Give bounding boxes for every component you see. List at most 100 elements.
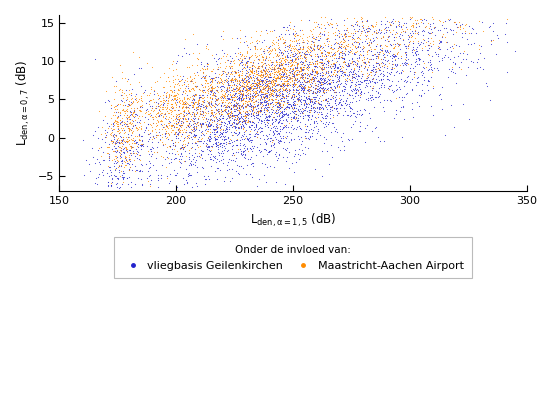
Point xyxy=(261,93,270,99)
Point xyxy=(170,99,179,106)
Point xyxy=(348,57,357,64)
Point xyxy=(130,71,139,77)
Point xyxy=(265,104,274,110)
Point xyxy=(320,71,329,77)
Point xyxy=(258,54,267,60)
Point xyxy=(384,76,392,82)
Point xyxy=(194,153,203,159)
Point xyxy=(235,62,243,68)
Point xyxy=(341,78,350,84)
Point xyxy=(245,84,254,90)
Point xyxy=(145,90,154,96)
Point xyxy=(251,90,260,97)
Point xyxy=(290,81,299,87)
Point xyxy=(328,57,337,63)
Point xyxy=(315,62,324,69)
Point xyxy=(120,109,129,116)
Point xyxy=(274,151,283,157)
Point xyxy=(277,61,285,67)
Point xyxy=(314,125,322,132)
Point xyxy=(309,26,318,33)
Point xyxy=(258,132,267,138)
Point xyxy=(307,132,316,139)
Point xyxy=(303,37,312,43)
Point xyxy=(237,151,246,158)
Point xyxy=(289,153,298,159)
Point xyxy=(311,82,320,88)
Point xyxy=(295,44,304,51)
Point xyxy=(196,124,205,130)
Point xyxy=(263,151,272,157)
Point xyxy=(241,117,250,123)
Point xyxy=(320,22,328,28)
Point xyxy=(311,118,320,124)
Point xyxy=(364,58,373,64)
Point xyxy=(136,92,145,99)
Point xyxy=(182,64,191,70)
Point xyxy=(302,125,311,132)
Point xyxy=(261,107,270,114)
Point xyxy=(243,68,252,74)
Point xyxy=(312,81,321,88)
Point xyxy=(123,148,132,154)
Point xyxy=(108,73,116,80)
Point xyxy=(118,75,126,81)
Point xyxy=(273,65,282,72)
Point xyxy=(375,49,384,55)
Point xyxy=(322,79,331,85)
Point xyxy=(280,86,289,92)
Point xyxy=(206,86,215,93)
Point xyxy=(270,47,279,53)
Point xyxy=(348,40,357,46)
Point xyxy=(257,125,266,131)
Point xyxy=(236,163,245,169)
Point xyxy=(282,93,291,99)
Point xyxy=(322,70,331,77)
Point xyxy=(332,32,341,39)
Point xyxy=(198,121,206,127)
Point xyxy=(354,84,363,90)
Point xyxy=(229,132,237,138)
Point xyxy=(247,81,256,88)
Point xyxy=(211,96,220,103)
Point xyxy=(205,132,214,139)
Point xyxy=(107,182,115,188)
Point xyxy=(282,104,290,110)
Point xyxy=(274,81,283,88)
Point xyxy=(195,97,204,103)
Point xyxy=(284,68,293,75)
Point xyxy=(359,43,368,49)
Point xyxy=(124,125,133,131)
Point xyxy=(166,171,175,177)
Point xyxy=(199,73,208,79)
Point xyxy=(243,86,252,93)
Point xyxy=(205,143,214,149)
Point xyxy=(279,154,288,160)
Point xyxy=(203,128,212,134)
Point xyxy=(300,54,309,60)
Point xyxy=(227,96,236,103)
Point xyxy=(265,149,274,155)
Point xyxy=(208,68,216,75)
Point xyxy=(262,76,271,82)
Point xyxy=(267,48,275,54)
Point xyxy=(269,141,278,147)
Point xyxy=(253,112,262,119)
Point xyxy=(293,39,301,46)
Point xyxy=(251,80,259,86)
Point xyxy=(217,142,226,149)
Point xyxy=(118,89,126,95)
Point xyxy=(324,41,333,48)
Point xyxy=(308,69,317,75)
Point xyxy=(242,53,251,59)
Point xyxy=(135,168,144,174)
Point xyxy=(270,77,279,83)
Point xyxy=(254,108,263,115)
Point xyxy=(286,130,295,136)
Point xyxy=(171,99,179,106)
Point xyxy=(165,94,174,100)
Point xyxy=(278,62,287,69)
Point xyxy=(174,158,183,164)
Point xyxy=(407,86,416,92)
Point xyxy=(263,82,272,88)
